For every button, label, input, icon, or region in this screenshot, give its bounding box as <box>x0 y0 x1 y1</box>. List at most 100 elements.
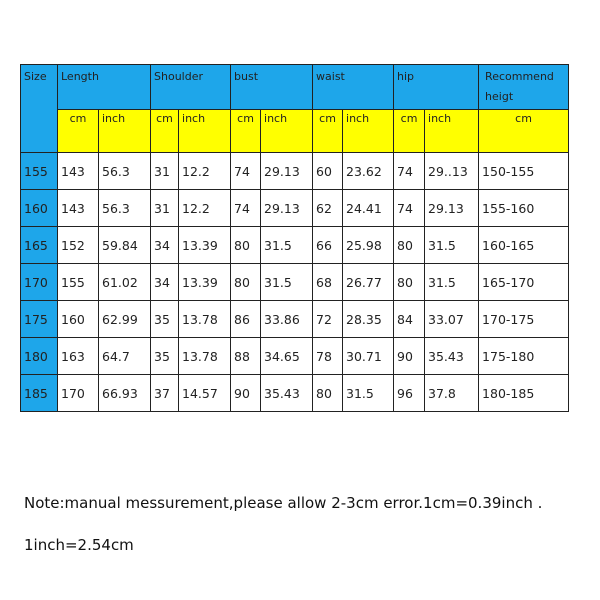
table-cell: 80 <box>230 226 262 264</box>
table-cell: 155 <box>57 263 99 301</box>
table-cell: 37 <box>150 374 180 412</box>
table-cell: 61.02 <box>97 263 152 301</box>
table-cell: 13.78 <box>178 300 232 338</box>
table-cell: 74 <box>393 152 426 190</box>
table-cell: 170-175 <box>478 300 570 338</box>
table-cell: 23.62 <box>342 152 395 190</box>
table-cell: 31.5 <box>342 374 395 412</box>
table-cell: 60 <box>312 152 344 190</box>
table-cell: cm <box>393 109 426 153</box>
table-cell: cm <box>57 109 99 153</box>
table-cell: 56.3 <box>97 152 152 190</box>
table-cell: inch <box>424 109 480 153</box>
table-cell: Recommend heigt <box>478 64 570 110</box>
table-row: 155 143 56.3 31 12.2 74 29.13 60 23.62 74 29..13 15… <box>20 152 570 190</box>
table-cell: cm <box>478 109 570 153</box>
table-row: 175 160 62.99 35 13.78 86 33.86 72 28.35 84 33.07 1… <box>20 300 570 338</box>
table-row: cm inch cm inch cm inch cm inch cm inch cm <box>21 109 570 153</box>
table-cell: 29.13 <box>260 189 314 227</box>
table-cell: 143 <box>57 152 99 190</box>
table-cell: 33.07 <box>424 300 480 338</box>
table-row: Size Length Shoulder bust waist hip Recommend … <box>20 64 570 153</box>
table-cell: 90 <box>393 337 426 375</box>
table-cell: 86 <box>230 300 262 338</box>
table-cell: 35 <box>150 300 180 338</box>
table-cell: 28.35 <box>342 300 395 338</box>
table-cell: Size <box>20 64 58 153</box>
table-cell: 143 <box>57 189 99 227</box>
table-cell: 160 <box>20 189 58 227</box>
table-cell: 80 <box>393 263 426 301</box>
table-cell: 37.8 <box>424 374 480 412</box>
note: 1inch=2.54cm <box>24 536 134 554</box>
table-cell: inch <box>97 109 152 153</box>
table-cell: 64.7 <box>97 337 152 375</box>
table-cell: 24.41 <box>342 189 395 227</box>
table-cell: 56.3 <box>97 189 152 227</box>
table-cell: 160-165 <box>478 226 570 264</box>
table-cell: 13.39 <box>178 226 232 264</box>
table-cell: 30.71 <box>342 337 395 375</box>
table-cell: inch <box>178 109 232 153</box>
table-row: 165 152 59.84 34 13.39 80 31.5 66 25.98 80 31.5 160… <box>20 226 570 264</box>
table-cell: 25.98 <box>342 226 395 264</box>
table-cell: 29..13 <box>424 152 480 190</box>
size-table: Size Length Shoulder bust waist hip Recommend … <box>20 64 570 412</box>
table-cell: 59.84 <box>97 226 152 264</box>
table-cell: Shoulder <box>150 64 232 110</box>
table-cell: 152 <box>57 226 99 264</box>
table-cell: 74 <box>230 189 262 227</box>
table-cell: 31.5 <box>424 263 480 301</box>
table-row: 170 155 61.02 34 13.39 80 31.5 68 26.77 80 31.5 165… <box>20 263 570 301</box>
table-cell: 180 <box>20 337 58 375</box>
table-row: 160 143 56.3 31 12.2 74 29.13 62 24.41 74 29.13 155… <box>20 189 570 227</box>
table-cell: 150-155 <box>478 152 570 190</box>
table-cell: 31 <box>150 152 180 190</box>
table-cell: 88 <box>230 337 262 375</box>
table-cell: 31.5 <box>260 263 314 301</box>
table-cell: 35.43 <box>424 337 480 375</box>
table-cell: 74 <box>230 152 262 190</box>
table-cell: 175-180 <box>478 337 570 375</box>
table-cell: 180-185 <box>478 374 570 412</box>
table-cell: 74 <box>393 189 426 227</box>
table-cell: 80 <box>393 226 426 264</box>
table-cell: 72 <box>312 300 344 338</box>
table-cell: 34 <box>150 263 180 301</box>
table-cell: 12.2 <box>178 189 232 227</box>
table-cell: 12.2 <box>178 152 232 190</box>
table-cell: 170 <box>57 374 99 412</box>
table-cell: cm <box>230 109 262 153</box>
table-cell: 34.65 <box>260 337 314 375</box>
table-cell: 175 <box>20 300 58 338</box>
note: Note:manual messurement,please allow 2-3… <box>24 494 543 512</box>
table-cell: 165-170 <box>478 263 570 301</box>
table-cell: cm <box>312 109 344 153</box>
table-cell: inch <box>342 109 395 153</box>
table-cell: 66.93 <box>97 374 152 412</box>
table-cell: 160 <box>57 300 99 338</box>
table-cell: 62.99 <box>97 300 152 338</box>
table-cell: 66 <box>312 226 344 264</box>
table-cell: 78 <box>312 337 344 375</box>
table-cell: 155 <box>20 152 58 190</box>
table-cell: 84 <box>393 300 426 338</box>
table-cell: 185 <box>20 374 58 412</box>
table-cell: 29.13 <box>260 152 314 190</box>
table-cell: 90 <box>230 374 262 412</box>
table-cell: 31 <box>150 189 180 227</box>
table-cell: 96 <box>393 374 426 412</box>
table-cell: 13.39 <box>178 263 232 301</box>
table-cell: 62 <box>312 189 344 227</box>
table-cell: 31.5 <box>424 226 480 264</box>
table-row: 185 170 66.93 37 14.57 90 35.43 80 31.5 96 37.8 180… <box>20 374 570 412</box>
table-cell: 33.86 <box>260 300 314 338</box>
table-cell: Length <box>56 64 152 110</box>
table-cell: 155-160 <box>478 189 570 227</box>
table-cell: cm <box>150 109 180 153</box>
table-cell: 29.13 <box>424 189 480 227</box>
table-cell: waist <box>312 64 395 110</box>
table-cell: 31.5 <box>260 226 314 264</box>
table-cell: 68 <box>312 263 344 301</box>
